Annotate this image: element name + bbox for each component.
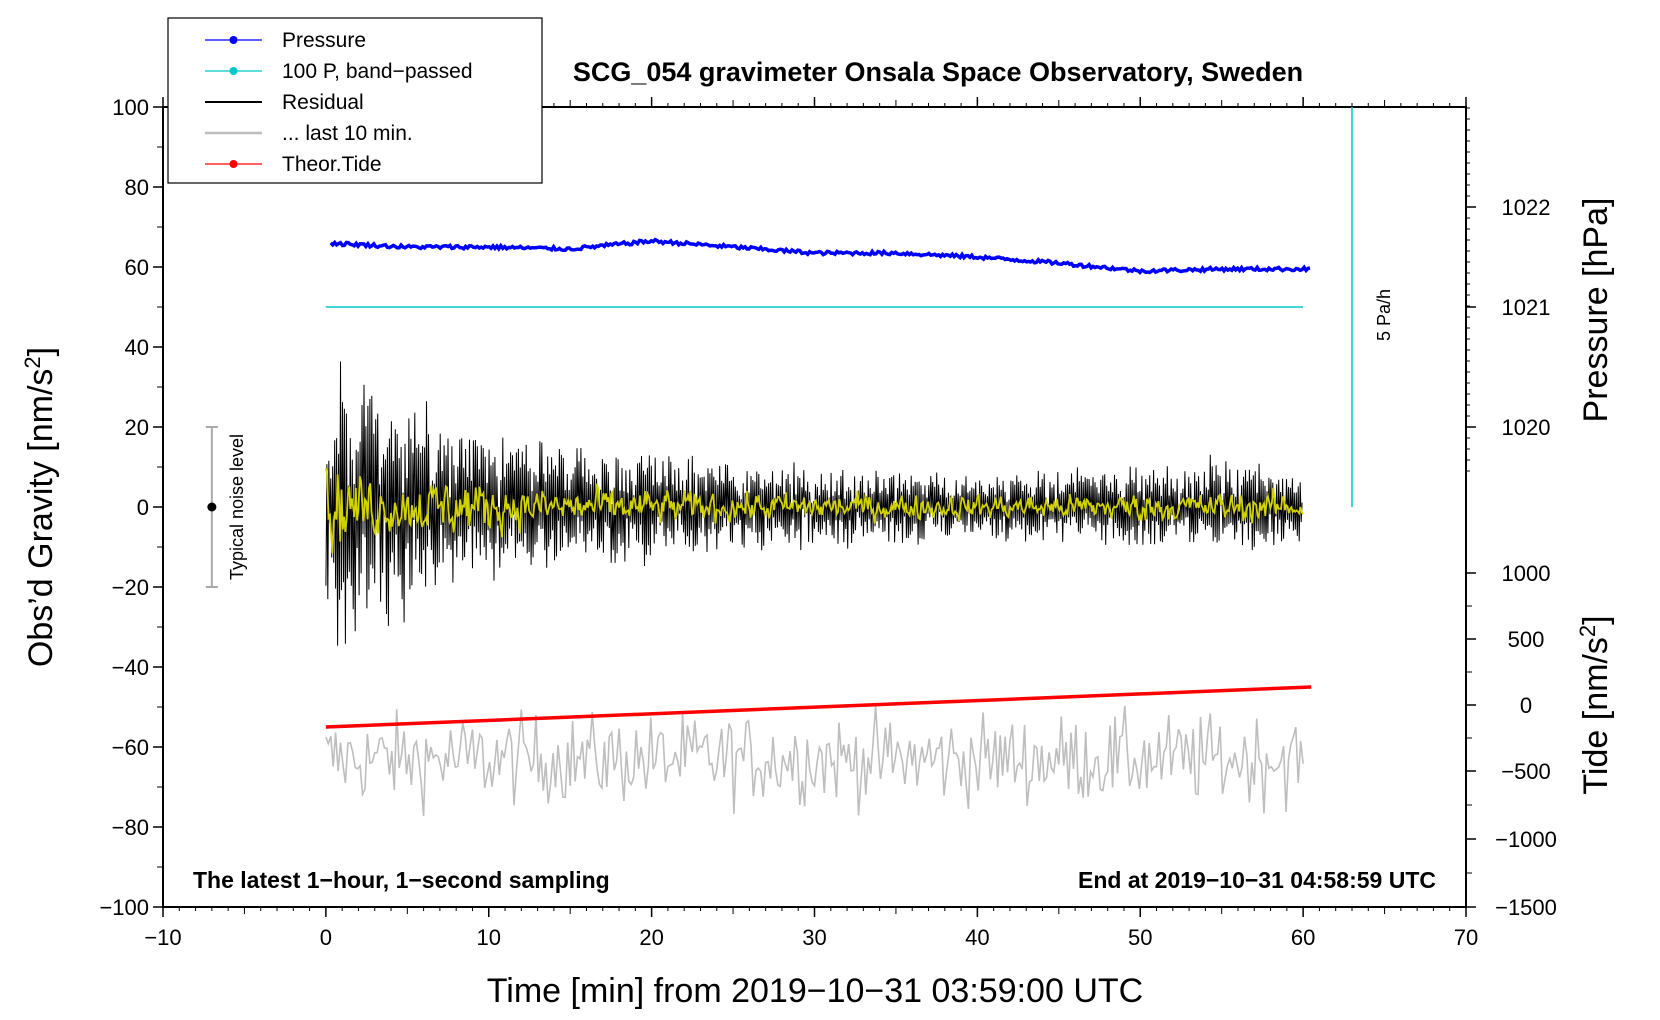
legend-items: Pressure 100 P, band−passed Residual ... la… — [205, 29, 473, 176]
noise-bar-center-dot — [207, 502, 217, 512]
y-label-tide-sup: 2 — [1575, 625, 1600, 637]
y-label-main-sup: 2 — [20, 356, 45, 368]
legend-label: ... last 10 min. — [282, 122, 413, 145]
tide-tick-label: −1000 — [1495, 827, 1557, 852]
y-label-main-end: ] — [22, 347, 60, 356]
y-tick-label: −40 — [112, 655, 149, 680]
theor-tide-line — [325, 685, 1312, 729]
y-tick-label: 0 — [137, 495, 149, 520]
rate-bar-label: 5 Pa/h — [1374, 289, 1394, 341]
x-tick-label: 60 — [1291, 925, 1315, 950]
tide-tick-label: −1500 — [1495, 895, 1557, 920]
last-10-min-line — [325, 705, 1304, 817]
y-tick-label: −100 — [99, 895, 149, 920]
legend-marker — [229, 67, 238, 75]
pressure-tick-label: 1021 — [1502, 295, 1551, 320]
y-tick-label: 20 — [125, 415, 149, 440]
y-tick-label: 100 — [112, 95, 149, 120]
y-label-main-text: Obs’d Gravity [nm/s — [22, 369, 60, 668]
y-tick-label: 40 — [125, 335, 149, 360]
legend-box — [167, 17, 543, 184]
legend-label: 100 P, band−passed — [282, 60, 473, 83]
axis-layer: −10 0 10 20 30 40 50 60 70−100−80−60−40−20020406… — [99, 95, 1556, 950]
tide-tick-label: 0 — [1520, 693, 1532, 718]
legend-marker — [229, 160, 238, 168]
residual-line — [325, 361, 1303, 646]
legend: Pressure 100 P, band−passed Residual ... la… — [167, 17, 543, 184]
x-tick-label: 70 — [1454, 925, 1478, 950]
x-tick-label: −10 — [144, 925, 181, 950]
pressure-line — [329, 237, 1311, 275]
y-tick-label: −20 — [112, 575, 149, 600]
x-axis-label: Time [min] from 2019−10−31 03:59:00 UTC — [487, 972, 1143, 1010]
y-tick-label: 80 — [125, 175, 149, 200]
y-label-tide-end: ] — [1577, 615, 1615, 624]
x-tick-label: 20 — [639, 925, 663, 950]
x-tick-label: 10 — [477, 925, 501, 950]
series-layer — [205, 107, 1353, 817]
y-axis-label-main: Obs’d Gravity [nm/s2] — [20, 347, 60, 667]
y-tick-label: −80 — [112, 815, 149, 840]
legend-label: Theor.Tide — [282, 153, 382, 176]
x-tick-label: 0 — [320, 925, 332, 950]
noise-bar-label: Typical noise level — [227, 434, 247, 580]
y-label-tide-text: Tide [nm/s — [1577, 637, 1615, 794]
x-tick-label: 40 — [965, 925, 989, 950]
legend-label: Residual — [282, 91, 364, 114]
pressure-tick-label: 1020 — [1502, 415, 1551, 440]
tide-tick-label: 500 — [1508, 627, 1545, 652]
pressure-tick-label: 1022 — [1502, 195, 1551, 220]
tide-tick-label: 1000 — [1502, 561, 1551, 586]
y-axis-label-tide: Tide [nm/s2] — [1575, 615, 1615, 794]
legend-marker — [229, 36, 238, 44]
legend-label: Pressure — [282, 29, 366, 52]
tide-tick-label: −500 — [1501, 759, 1551, 784]
x-tick-label: 50 — [1128, 925, 1152, 950]
band-passed-trace — [325, 467, 1304, 554]
y-tick-label: −60 — [112, 735, 149, 760]
x-tick-label: 30 — [802, 925, 826, 950]
footer-right: End at 2019−10−31 04:58:59 UTC — [1078, 867, 1436, 893]
chart-title: SCG_054 gravimeter Onsala Space Observat… — [573, 57, 1303, 87]
y-tick-label: 60 — [125, 255, 149, 280]
footer-left: The latest 1−hour, 1−second sampling — [193, 867, 610, 893]
y-axis-label-pressure: Pressure [hPa] — [1577, 198, 1615, 423]
